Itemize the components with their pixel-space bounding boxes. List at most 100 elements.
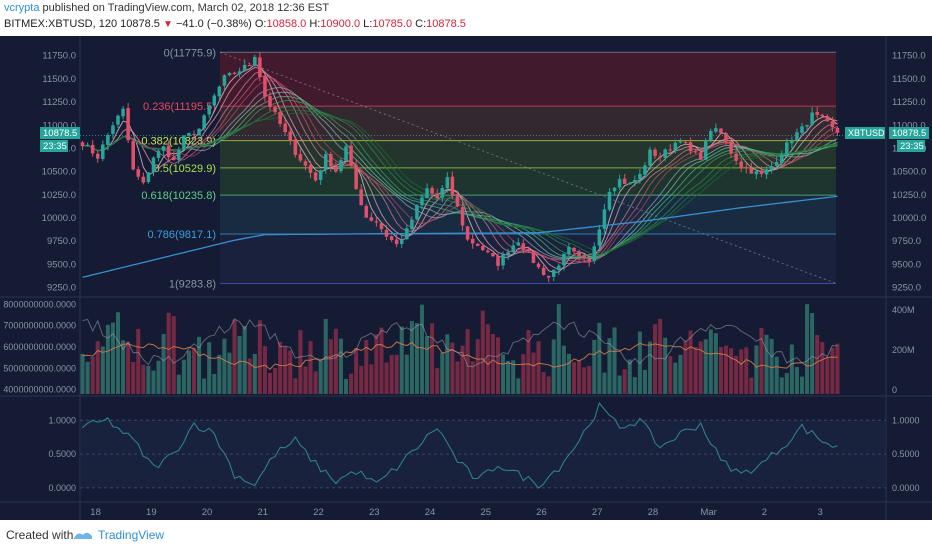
candle-body[interactable]	[344, 146, 348, 161]
candle-body[interactable]	[729, 141, 733, 154]
candle-body[interactable]	[334, 166, 338, 172]
candle-body[interactable]	[612, 187, 617, 192]
candle-body[interactable]	[161, 146, 166, 151]
candle-body[interactable]	[754, 171, 759, 175]
candle-body[interactable]	[247, 65, 252, 67]
candle-body[interactable]	[470, 238, 475, 244]
candle-body[interactable]	[217, 86, 222, 97]
candle-body[interactable]	[759, 170, 764, 174]
candle-body[interactable]	[577, 251, 581, 257]
candle-body[interactable]	[384, 230, 389, 237]
candle-body[interactable]	[177, 149, 181, 160]
candle-body[interactable]	[389, 236, 394, 240]
candle-body[interactable]	[359, 189, 363, 206]
candle-body[interactable]	[602, 209, 607, 229]
candle-body[interactable]	[825, 116, 830, 122]
candle-body[interactable]	[587, 258, 591, 262]
candle-body[interactable]	[719, 128, 723, 134]
candle-body[interactable]	[643, 165, 647, 175]
candle-body[interactable]	[455, 195, 460, 207]
candle-body[interactable]	[253, 56, 257, 66]
candle-body[interactable]	[313, 172, 318, 181]
candle-body[interactable]	[673, 142, 678, 151]
candle-body[interactable]	[531, 250, 536, 263]
candle-body[interactable]	[633, 179, 637, 183]
candle-body[interactable]	[318, 170, 323, 180]
time-axis[interactable]: 18 19 20 21 22 23 24 25 26 27 28 Mar 2 3	[0, 501, 932, 518]
candle-body[interactable]	[379, 223, 384, 230]
candle-body[interactable]	[526, 250, 531, 252]
candle-body[interactable]	[557, 265, 561, 271]
candle-body[interactable]	[90, 144, 95, 154]
chart-area[interactable]: 0(11775.9) 0.236(11195.5) 0.382(10823.9) 0.…	[0, 36, 932, 520]
candle-body[interactable]	[293, 139, 298, 155]
candle-body[interactable]	[121, 108, 125, 117]
candle-body[interactable]	[430, 187, 434, 194]
candle-body[interactable]	[425, 188, 429, 199]
candle-body[interactable]	[501, 254, 505, 266]
candle-body[interactable]	[405, 228, 409, 240]
candle-body[interactable]	[607, 191, 612, 210]
candle-body[interactable]	[283, 123, 287, 133]
candle-body[interactable]	[339, 160, 343, 172]
candle-body[interactable]	[617, 179, 622, 188]
candle-body[interactable]	[567, 246, 571, 255]
candle-body[interactable]	[273, 106, 277, 113]
candle-body[interactable]	[572, 247, 576, 252]
candle-body[interactable]	[491, 253, 495, 257]
candle-body[interactable]	[475, 243, 480, 246]
candle-body[interactable]	[810, 112, 814, 125]
candle-body[interactable]	[116, 115, 120, 125]
candle-body[interactable]	[815, 112, 819, 115]
candle-body[interactable]	[232, 72, 237, 75]
candle-body[interactable]	[835, 127, 840, 133]
candle-body[interactable]	[536, 263, 541, 268]
candle-body[interactable]	[627, 182, 632, 185]
candle-body[interactable]	[749, 168, 754, 174]
candle-body[interactable]	[541, 267, 546, 275]
candle-body[interactable]	[278, 112, 282, 124]
candle-body[interactable]	[638, 174, 642, 180]
candle-body[interactable]	[440, 187, 445, 198]
candle-body[interactable]	[131, 140, 135, 170]
candle-body[interactable]	[830, 121, 835, 128]
candle-body[interactable]	[592, 246, 597, 262]
candle-body[interactable]	[739, 161, 743, 168]
candle-body[interactable]	[724, 133, 728, 142]
candle-body[interactable]	[597, 229, 602, 246]
candle-body[interactable]	[460, 207, 465, 226]
candle-body[interactable]	[648, 149, 652, 166]
candle-body[interactable]	[435, 193, 439, 199]
candle-body[interactable]	[80, 142, 85, 147]
candle-body[interactable]	[420, 197, 424, 206]
candle-body[interactable]	[263, 76, 267, 97]
candle-body[interactable]	[465, 226, 470, 240]
candle-body[interactable]	[790, 140, 794, 144]
candle-body[interactable]	[323, 154, 328, 170]
candle-body[interactable]	[298, 154, 303, 161]
candle-body[interactable]	[202, 115, 206, 129]
candle-body[interactable]	[521, 243, 526, 250]
candle-body[interactable]	[678, 141, 683, 143]
candle-body[interactable]	[374, 221, 379, 223]
candle-body[interactable]	[212, 95, 217, 106]
candle-body[interactable]	[399, 239, 404, 244]
candle-body[interactable]	[663, 149, 667, 158]
candle-body[interactable]	[171, 156, 176, 161]
candle-body[interactable]	[445, 177, 450, 189]
candle-body[interactable]	[800, 126, 804, 133]
author-link[interactable]: vcrypta	[4, 2, 40, 14]
candle-body[interactable]	[516, 242, 521, 246]
candle-body[interactable]	[805, 124, 809, 127]
candle-body[interactable]	[369, 217, 374, 221]
candle-body[interactable]	[136, 169, 141, 177]
candle-body[interactable]	[222, 75, 227, 86]
candle-body[interactable]	[693, 151, 698, 153]
candle-body[interactable]	[511, 245, 515, 252]
candle-body[interactable]	[779, 154, 784, 163]
candle-body[interactable]	[237, 71, 242, 75]
candle-body[interactable]	[258, 57, 262, 77]
candle-body[interactable]	[496, 256, 500, 266]
tradingview-link[interactable]: TradingView	[98, 528, 165, 542]
candle-body[interactable]	[197, 128, 201, 136]
